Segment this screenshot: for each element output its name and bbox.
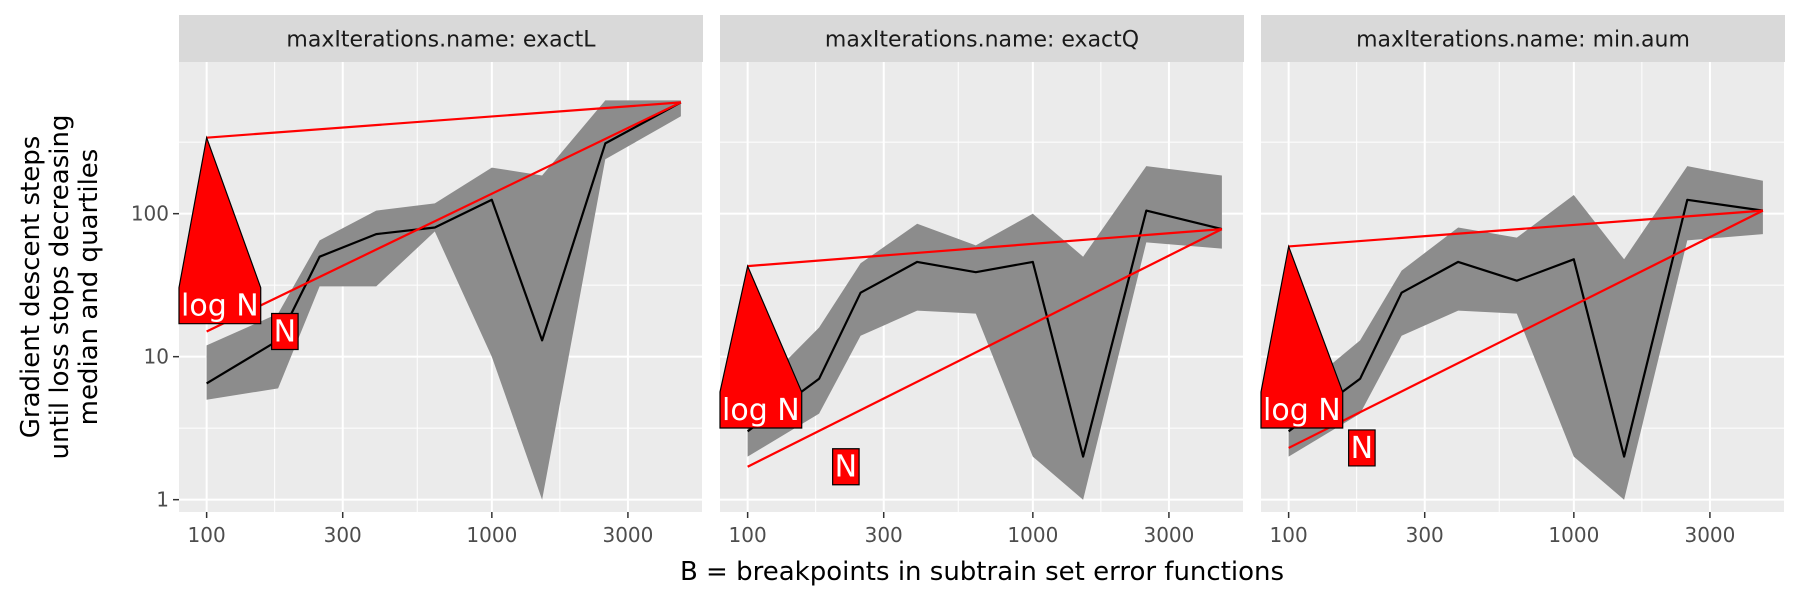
direct-label-text: N — [835, 450, 857, 485]
direct-label-log-n: log N — [719, 264, 803, 429]
median-line — [206, 101, 682, 385]
y-axis-title-line: Gradient descent steps — [16, 136, 46, 439]
x-tick-label: 1000 — [1548, 523, 1599, 547]
y-axis-title: Gradient descent stepsuntil loss stops d… — [16, 115, 104, 460]
direct-label-text: log N — [1263, 393, 1341, 428]
quartile-ribbon — [1288, 166, 1763, 500]
x-tick-label: 100 — [729, 523, 767, 547]
x-tick-label: 1000 — [1007, 523, 1058, 547]
y-tick-label: 100 — [131, 202, 169, 226]
direct-label-n: N — [1348, 429, 1376, 467]
y-axis-title-line: median and quartiles — [74, 149, 104, 426]
direct-label-log-n: log N — [178, 135, 262, 325]
facet-panels: maxIterations.name: exactL log N N 100 300 10… — [131, 15, 1785, 547]
facet-strip — [179, 15, 703, 62]
facet-panel-exactQ: maxIterations.name: exactQ log N N 100 300 10… — [719, 15, 1244, 547]
fit-line-log-n — [747, 228, 1222, 268]
y-tick-label: 10 — [144, 345, 169, 369]
direct-label-n: N — [832, 448, 860, 486]
fit-line-log-n — [206, 101, 681, 139]
x-tick-label: 3000 — [602, 523, 653, 547]
direct-label-box — [1260, 244, 1344, 429]
direct-label-box — [832, 448, 860, 486]
facet-panel-min-aum: maxIterations.name: min.aum log N N 100 300 1… — [1260, 15, 1785, 547]
facet-strip-label: maxIterations.name: min.aum — [1356, 28, 1690, 53]
fit-line-n — [206, 101, 682, 333]
facet-strip — [720, 15, 1244, 62]
direct-label-box — [719, 264, 803, 429]
direct-label-box — [178, 135, 262, 325]
facet-strip-label: maxIterations.name: exactQ — [825, 28, 1139, 53]
direct-label-text: log N — [722, 393, 800, 428]
direct-label-log-n: log N — [1260, 244, 1344, 429]
quartile-ribbon — [747, 166, 1222, 500]
x-tick-label: 3000 — [1684, 523, 1735, 547]
direct-label-n: N — [271, 312, 299, 351]
median-line — [746, 209, 1223, 458]
x-tick-label: 3000 — [1143, 523, 1194, 547]
direct-label-text: N — [274, 314, 296, 349]
direct-label-box — [271, 312, 299, 351]
quartile-ribbon — [206, 100, 681, 500]
x-tick-label: 300 — [324, 523, 362, 547]
direct-label-box — [1348, 429, 1376, 467]
facet-panel-exactL: maxIterations.name: exactL log N N 100 300 10… — [131, 15, 703, 547]
direct-label-text: log N — [181, 289, 259, 324]
median-line — [1287, 198, 1764, 458]
x-tick-label: 100 — [1270, 523, 1308, 547]
x-tick-label: 100 — [188, 523, 226, 547]
x-tick-label: 300 — [865, 523, 903, 547]
fit-line-n — [1288, 209, 1764, 449]
x-tick-label: 300 — [1406, 523, 1444, 547]
direct-label-text: N — [1351, 431, 1373, 466]
y-tick-label: 1 — [156, 488, 169, 512]
facet-strip-label: maxIterations.name: exactL — [286, 28, 596, 53]
y-axis-title-line: until loss stops decreasing — [45, 115, 75, 460]
x-tick-label: 1000 — [466, 523, 517, 547]
facet-strip — [1261, 15, 1785, 62]
fit-line-log-n — [1288, 209, 1763, 248]
fit-line-n — [747, 228, 1223, 468]
x-axis-title: B = breakpoints in subtrain set error fu… — [680, 557, 1284, 587]
